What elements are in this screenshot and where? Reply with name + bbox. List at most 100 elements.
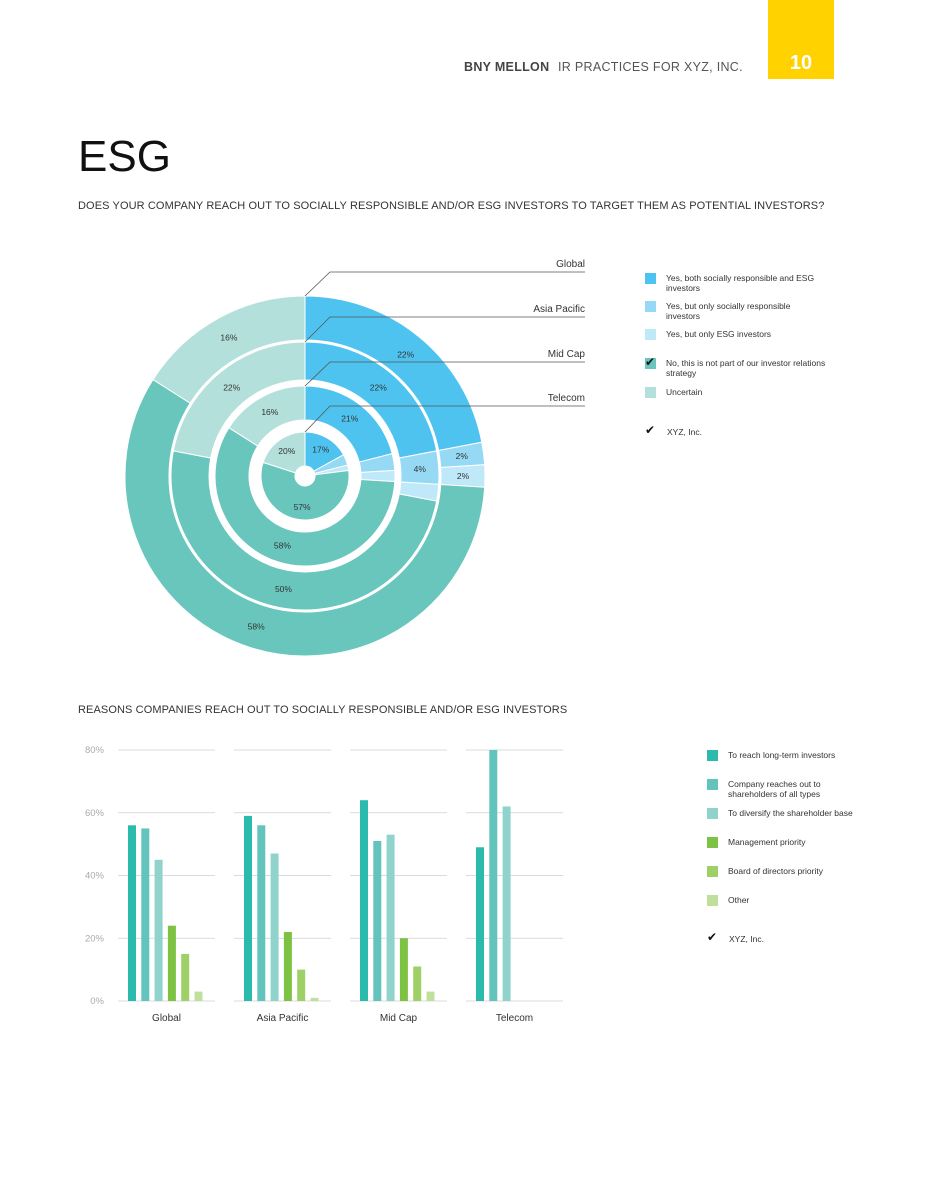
bar xyxy=(386,834,395,1001)
donut-legend-item: ✔ No, this is not part of our investor re… xyxy=(645,355,826,378)
bar-legend-label: To diversify the shareholder base xyxy=(728,808,853,818)
bar xyxy=(154,859,163,1001)
check-icon: ✔ xyxy=(707,930,718,944)
donut-legend-label: Yes, but only socially responsible inves… xyxy=(666,301,791,321)
page-number: 10 xyxy=(789,52,813,74)
check-icon: ✔ xyxy=(645,423,656,437)
bar xyxy=(181,953,190,1001)
donut-value-label: 50% xyxy=(275,584,292,594)
bar xyxy=(476,847,484,1001)
bar xyxy=(489,750,498,1001)
legend-swatch xyxy=(707,779,718,790)
donut-value-label: 16% xyxy=(261,407,278,417)
bar xyxy=(426,991,435,1001)
bar-legend-label: To reach long-term investors xyxy=(728,750,836,760)
bar-legend-item: Other xyxy=(707,895,868,906)
bar xyxy=(194,991,203,1001)
donut-value-label: 21% xyxy=(341,413,358,423)
bar xyxy=(373,840,382,1001)
donut-value-label: 2% xyxy=(457,471,470,481)
xyz-legend-label: XYZ, Inc. xyxy=(729,934,764,944)
donut-value-label: 4% xyxy=(414,464,427,474)
y-tick-label: 80% xyxy=(85,745,105,756)
y-tick-label: 0% xyxy=(90,996,104,1007)
donut-value-label: 20% xyxy=(278,446,295,456)
bar-legend-item: To reach long-term investors xyxy=(707,750,868,761)
nested-donut-chart: 22% 2% 2% 58% 16% Global 22% 4% 50% 22% Asia Pacif… xyxy=(124,259,586,657)
bar-legend-item: Company reaches out to shareholders of a… xyxy=(707,779,868,799)
y-tick-label: 20% xyxy=(85,933,105,944)
bar-legend-label: Board of directors priority xyxy=(728,866,823,876)
page-header: BNY MELLON IR PRACTICES FOR XYZ, INC. xyxy=(0,58,939,78)
bar xyxy=(310,997,319,1001)
xyz-legend-label: XYZ, Inc. xyxy=(667,427,702,437)
donut-value-label: 2% xyxy=(456,451,469,461)
x-category-label: Telecom xyxy=(496,1013,533,1024)
bar xyxy=(257,825,266,1001)
donut-slice-1-3 xyxy=(170,450,438,611)
bar xyxy=(283,931,292,1001)
donut-legend-label: No, this is not part of our investor rel… xyxy=(666,358,826,378)
legend-swatch xyxy=(707,866,718,877)
x-category-label: Asia Pacific xyxy=(257,1013,309,1024)
donut-value-label: 17% xyxy=(312,444,329,454)
donut-legend-item: Uncertain xyxy=(645,387,826,398)
legend-swatch xyxy=(707,837,718,848)
legend-swatch xyxy=(707,895,718,906)
bar-legend-label: Other xyxy=(728,895,750,905)
y-tick-label: 60% xyxy=(85,808,105,819)
donut-value-label: 22% xyxy=(397,349,414,359)
bar xyxy=(128,825,136,1001)
bar xyxy=(297,969,306,1001)
series-leader-line xyxy=(304,361,585,387)
legend-swatch xyxy=(707,750,718,761)
donut-slice-3-4 xyxy=(262,431,306,474)
legend-swatch xyxy=(645,329,656,340)
y-tick-label: 40% xyxy=(85,871,105,882)
donut-series-label: Asia Pacific xyxy=(533,304,585,315)
section-title: ESG xyxy=(78,132,171,181)
donut-value-label: 22% xyxy=(370,382,387,392)
donut-value-label: 57% xyxy=(294,502,311,512)
bar xyxy=(270,853,279,1001)
legend-swatch xyxy=(645,301,656,312)
series-leader-line xyxy=(304,316,585,343)
legend-swatch: ✔ xyxy=(645,355,656,369)
donut-series-label: Global xyxy=(556,259,585,270)
series-leader-line xyxy=(304,271,585,297)
document-title: IR PRACTICES FOR XYZ, INC. xyxy=(558,60,743,74)
grouped-bar-chart: 0% 20% 40% 60% 80% Global Asia Pacific Mid Cap T… xyxy=(85,745,563,1024)
donut-legend-label: Yes, both socially responsible and ESG i… xyxy=(666,273,815,293)
donut-legend-label: Uncertain xyxy=(666,387,703,397)
donut-value-label: 58% xyxy=(248,621,265,631)
bar-chart-title: REASONS COMPANIES REACH OUT TO SOCIALLY … xyxy=(78,704,568,716)
bar xyxy=(360,800,368,1001)
bar xyxy=(502,806,511,1001)
bar-legend-label: Management priority xyxy=(728,837,806,847)
donut-chart-title: DOES YOUR COMPANY REACH OUT TO SOCIALLY … xyxy=(78,200,825,212)
series-leader-line xyxy=(304,405,585,433)
legend-swatch xyxy=(707,808,718,819)
donut-series-label: Telecom xyxy=(548,393,585,404)
donut-slice-2-3 xyxy=(214,427,396,567)
bar xyxy=(141,828,150,1001)
bar-legend-item: Management priority xyxy=(707,837,868,848)
donut-value-label: 22% xyxy=(223,382,240,392)
donut-legend-item: Yes, both socially responsible and ESG i… xyxy=(645,273,826,293)
bar-legend-item: Board of directors priority xyxy=(707,866,868,877)
bar-legend-label: Company reaches out to shareholders of a… xyxy=(728,779,821,799)
bar xyxy=(399,938,408,1001)
donut-value-label: 58% xyxy=(274,540,291,550)
donut-legend-item: Yes, but only ESG investors xyxy=(645,329,826,340)
donut-slice-1-4 xyxy=(172,341,306,459)
bar xyxy=(167,925,176,1001)
legend-swatch xyxy=(645,387,656,398)
bar xyxy=(413,966,422,1001)
page-number-tab xyxy=(768,0,834,79)
donut-legend: Yes, both socially responsible and ESG i… xyxy=(645,273,845,453)
donut-legend-item: Yes, but only socially responsible inves… xyxy=(645,301,826,321)
donut-series-label: Mid Cap xyxy=(548,349,586,360)
check-icon: ✔ xyxy=(645,355,656,369)
legend-swatch xyxy=(645,273,656,284)
donut-slice-0-3 xyxy=(124,378,486,657)
